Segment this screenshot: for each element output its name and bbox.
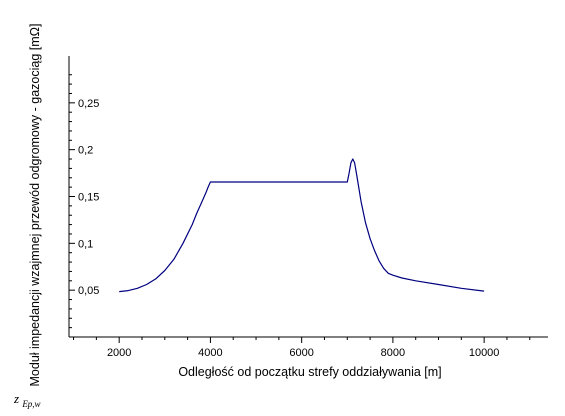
formula-subscript: Ep,w: [21, 399, 40, 409]
series-group: [119, 158, 485, 293]
y-tick-label: 0,1: [78, 238, 93, 250]
x-tick-label: 8000: [381, 347, 405, 359]
y-tick-label: 0,05: [78, 285, 99, 297]
x-tick-label: 10000: [469, 347, 500, 359]
y-tick-label: 0,15: [78, 192, 99, 204]
x-tick-label: 6000: [289, 347, 313, 359]
series-line-1: [119, 158, 485, 293]
formula-caption: z Ep,w: [13, 391, 41, 409]
y-axis-ticks: 0,05 0,1 0,15 0,2 0,25: [69, 74, 99, 329]
y-tick-label: 0,2: [78, 145, 93, 157]
x-axis-ticks: 2000 4000 6000 8000 10000: [73, 337, 531, 359]
x-tick-label: 4000: [198, 347, 222, 359]
formula-main: z: [13, 391, 19, 406]
plot-axes: [68, 56, 548, 338]
x-tick-label: 2000: [107, 347, 131, 359]
y-axis-title: Moduł impedancji wzajmnej przewód odgrom…: [28, 24, 42, 387]
x-axis-title: Odległość od początku strefy oddziaływan…: [178, 365, 441, 379]
y-tick-label: 0,25: [78, 98, 99, 110]
